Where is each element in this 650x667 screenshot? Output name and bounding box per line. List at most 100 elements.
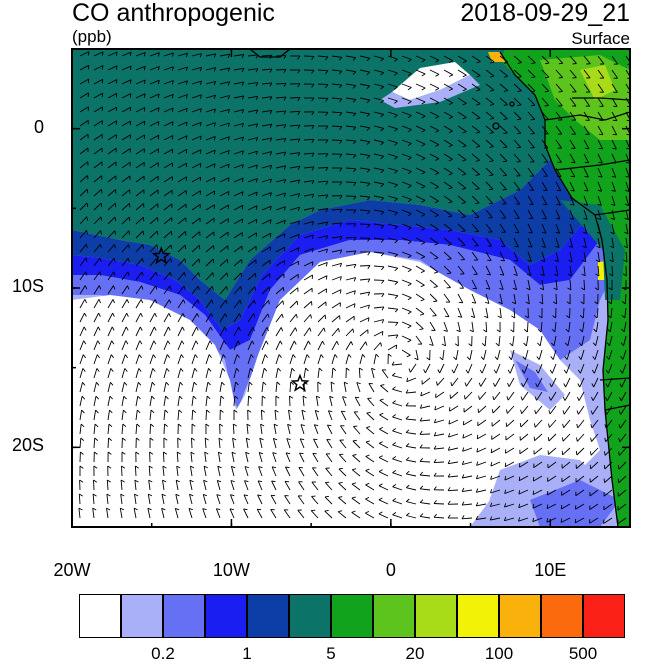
- wind-barb-flag: [271, 480, 276, 483]
- wind-barb: [499, 167, 508, 176]
- wind-barb-flag: [433, 300, 438, 303]
- wind-barb-flag: [528, 231, 533, 234]
- wind-barb-flag: [162, 465, 167, 469]
- wind-barb: [345, 125, 356, 128]
- wind-barb-flag: [197, 299, 200, 304]
- wind-barb-flag: [300, 424, 305, 427]
- wind-barb-flag: [449, 74, 453, 77]
- wind-barb: [331, 249, 342, 253]
- wind-barb-flag: [554, 259, 559, 263]
- wind-barb-flag: [311, 139, 315, 144]
- wind-barb: [429, 307, 437, 316]
- wind-barb: [532, 517, 543, 523]
- wind-barb-flag: [122, 423, 127, 428]
- wind-barb: [300, 424, 305, 435]
- wind-barb: [261, 313, 269, 323]
- wind-barb: [485, 139, 494, 147]
- wind-barb: [121, 244, 129, 253]
- wind-barb-flag: [620, 356, 624, 360]
- wind-barb: [359, 69, 370, 73]
- wind-barb: [625, 251, 628, 263]
- wind-barb: [597, 251, 600, 262]
- wind-barb-flag: [241, 68, 245, 73]
- wind-barb-flag: [562, 410, 565, 415]
- wind-barb-flag: [97, 340, 101, 345]
- wind-barb: [243, 494, 249, 505]
- wind-barb-flag: [596, 231, 601, 235]
- wind-barb-flag: [381, 331, 384, 336]
- wind-barb: [275, 368, 279, 379]
- wind-barb: [270, 495, 277, 505]
- wind-barb: [591, 419, 599, 429]
- wind-barb-flag: [538, 315, 543, 319]
- wind-barb: [415, 335, 423, 345]
- wind-barb-flag: [365, 468, 370, 472]
- wind-barb: [284, 495, 291, 505]
- wind-barb: [247, 245, 257, 253]
- wind-barb: [351, 469, 361, 477]
- wind-barb: [583, 153, 590, 164]
- wind-barb-flag: [434, 186, 439, 190]
- wind-barb-flag: [421, 115, 426, 119]
- wind-barb-flag: [148, 465, 153, 469]
- wind-barb: [457, 195, 466, 203]
- wind-barb-flag: [392, 386, 396, 390]
- wind-barb-flag: [311, 152, 315, 157]
- wind-barb-flag: [497, 315, 502, 319]
- wind-barb-flag: [123, 409, 127, 414]
- wind-barb-flag: [419, 313, 425, 316]
- wind-barb-flag: [435, 102, 440, 105]
- wind-barb: [541, 223, 547, 234]
- wind-barb: [509, 363, 515, 374]
- wind-barb: [271, 466, 277, 477]
- wind-barb-flag: [419, 485, 424, 490]
- wind-barb-flag: [115, 79, 118, 84]
- wind-barb-flag: [224, 326, 227, 331]
- wind-barb-flag: [100, 203, 103, 208]
- wind-barb-flag: [439, 356, 444, 361]
- wind-barb: [569, 167, 576, 178]
- wind-barb-flag: [365, 482, 370, 486]
- wind-barb-flag: [607, 328, 611, 333]
- wind-barb-flag: [241, 109, 245, 114]
- wind-barb: [513, 139, 522, 148]
- wind-barb: [450, 391, 459, 399]
- wind-barb: [79, 410, 83, 421]
- wind-barb-flag: [253, 300, 256, 305]
- wind-barb: [135, 340, 141, 351]
- wind-barb: [583, 97, 591, 107]
- wind-barb-flag: [547, 437, 550, 442]
- wind-barb: [497, 349, 501, 360]
- wind-barb-flag: [576, 423, 579, 429]
- wind-barb: [317, 288, 327, 295]
- land-dark: [560, 200, 625, 300]
- wind-barb: [569, 69, 577, 78]
- wind-barb: [310, 510, 319, 519]
- wind-barb-flag: [503, 118, 508, 120]
- wind-barb-flag: [617, 478, 620, 483]
- wind-barb: [177, 176, 187, 183]
- wind-barb: [401, 83, 412, 88]
- wind-barb: [420, 405, 431, 409]
- wind-barb: [303, 340, 309, 351]
- wind-barb-flag: [518, 503, 521, 508]
- wind-barb: [92, 508, 95, 519]
- wind-barb-flag: [494, 356, 498, 360]
- wind-barb-flag: [365, 341, 368, 346]
- wind-barb-flag: [184, 258, 187, 263]
- wind-barb: [569, 83, 577, 93]
- wind-barb: [93, 437, 96, 449]
- wind-barb: [93, 120, 103, 127]
- wind-barb: [597, 195, 602, 206]
- wind-barb-flag: [129, 120, 132, 126]
- colorbar-swatch: [205, 594, 247, 638]
- wind-barb-flag: [339, 236, 343, 241]
- wind-barb-flag: [311, 180, 315, 185]
- wind-barb-flag: [152, 368, 156, 372]
- wind-barb-flag: [421, 101, 426, 105]
- wind-barb: [106, 494, 109, 505]
- wind-barb-flag: [517, 62, 522, 64]
- wind-barb: [275, 178, 286, 183]
- wind-barb-flag: [269, 206, 272, 211]
- wind-barb-flag: [407, 101, 412, 105]
